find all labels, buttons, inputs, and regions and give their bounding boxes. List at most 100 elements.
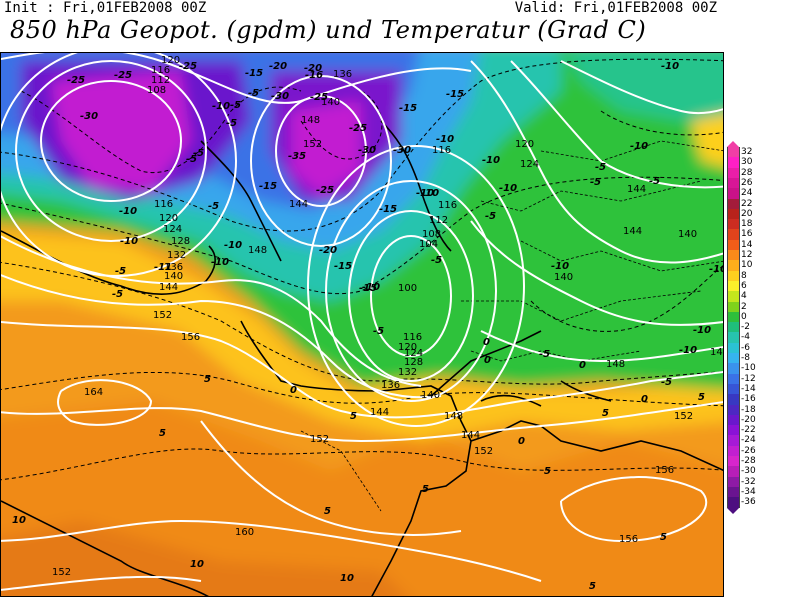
geopotential-label: 144 [370, 407, 389, 418]
temperature-label: 10 [340, 573, 354, 584]
temperature-label: -10 [212, 101, 230, 112]
temperature-label: -5 [661, 377, 672, 388]
temperature-label: 0 [483, 337, 490, 348]
geopotential-label: 152 [303, 139, 322, 150]
temperature-label: -10 [661, 61, 679, 72]
temperature-label: -25 [316, 185, 334, 196]
geopotential-label: 152 [153, 310, 172, 321]
colorbar-swatch [727, 332, 740, 344]
temperature-label: -10 [421, 188, 439, 199]
geopotential-label: 156 [655, 465, 674, 476]
temperature-label: -30 [358, 145, 376, 156]
temperature-label: -11 [154, 262, 172, 273]
colorbar-label: 0 [741, 311, 747, 322]
colorbar-swatch [727, 363, 740, 375]
geopotential-label: 132 [167, 250, 186, 261]
temperature-label: 5 [589, 581, 596, 592]
temperature-label: -10 [211, 257, 229, 268]
temperature-label: 5 [422, 484, 429, 495]
temperature-label: 5 [602, 408, 609, 419]
colorbar-label: -18 [741, 404, 756, 415]
geopotential-label: 144 [627, 184, 646, 195]
temperature-label: -5 [373, 326, 384, 337]
temperature-label: -5 [186, 154, 197, 165]
temperature-label: -15 [245, 68, 263, 79]
temperature-label: 5 [159, 428, 166, 439]
temperature-label: -5 [112, 289, 123, 300]
colorbar-label: 20 [741, 208, 753, 219]
colorbar-label: 32 [741, 147, 753, 157]
geopotential-label: 140 [421, 390, 440, 401]
temperature-label: -5 [230, 100, 241, 111]
geopotential-label: 120 [161, 55, 180, 66]
colorbar-label: 22 [741, 198, 753, 209]
colorbar-swatch [727, 270, 740, 282]
colorbar-label: -2 [741, 322, 750, 333]
geopotential-label: 136 [164, 262, 183, 273]
temperature-label: -15 [259, 181, 277, 192]
temperature-label: -25 [114, 70, 132, 81]
geopotential-label: 144 [159, 282, 178, 293]
colorbar-swatch [727, 167, 740, 179]
temperature-label: 5 [204, 374, 211, 385]
temperature-label: -10 [362, 282, 380, 293]
geopotential-label: 164 [84, 387, 103, 398]
colorbar-label: 4 [741, 291, 747, 302]
colorbar-swatch [727, 229, 740, 241]
colorbar-label: -24 [741, 435, 756, 446]
geopotential-label: 148 [248, 245, 267, 256]
temperature-label: -5 [590, 177, 601, 188]
weather-map: 120 116 112 108 136 140 148 152 144 116 … [0, 52, 724, 597]
colorbar-label: -20 [741, 414, 756, 425]
temperature-label: -20 [269, 61, 287, 72]
geopotential-label: 148 [606, 359, 625, 370]
temperature-label: -25 [349, 123, 367, 134]
geopotential-label: 116 [403, 332, 422, 343]
colorbar-label: 10 [741, 260, 753, 271]
colorbar-label: -14 [741, 383, 756, 394]
colorbar-label: 16 [741, 229, 753, 240]
temperature-label: -15 [399, 103, 417, 114]
temperature-label: -10 [436, 134, 454, 145]
temperature-label: 10 [12, 515, 26, 526]
geopotential-label: 136 [381, 380, 400, 391]
geopotential-label: 152 [52, 567, 71, 578]
temperature-field [1, 53, 723, 596]
geopotential-label: 100 [398, 283, 417, 294]
colorbar-swatch [727, 373, 740, 385]
colorbar-label: 8 [741, 270, 747, 281]
colorbar-swatch [727, 445, 740, 457]
colorbar-swatch [727, 198, 740, 210]
colorbar-label: -28 [741, 456, 756, 466]
geopotential-label: 116 [438, 200, 457, 211]
geopotential-label: 156 [619, 534, 638, 545]
colorbar-swatch [727, 425, 740, 436]
temperature-label: -5 [539, 349, 550, 360]
colorbar-label: -22 [741, 425, 756, 436]
geopotential-label: 136 [333, 69, 352, 80]
colorbar-swatch [727, 476, 740, 488]
colorbar-label: -16 [741, 394, 756, 405]
temperature-label: -10 [709, 264, 724, 275]
colorbar-swatch [727, 456, 740, 467]
temperature-label: 0 [484, 355, 491, 366]
temperature-label: -5 [649, 176, 660, 187]
colorbar-label: -6 [741, 342, 750, 353]
temperature-label: -5 [193, 148, 204, 159]
temperature-label: -10 [693, 325, 711, 336]
temperature-label: -25 [67, 75, 85, 86]
geopotential-label: 140 [164, 271, 183, 282]
colorbar-label: -36 [741, 497, 756, 508]
colorbar-swatch [727, 280, 740, 292]
geopotential-label: 148 [444, 411, 463, 422]
temperature-label: -25 [310, 92, 328, 103]
temperature-label: -30 [80, 111, 98, 122]
temperature-label: -35 [288, 151, 306, 162]
geopotential-label: 148 [301, 115, 320, 126]
temperature-label: 5 [544, 466, 551, 477]
colorbar-swatch [727, 497, 740, 508]
colorbar-swatch [727, 311, 740, 323]
valid-time-label: Valid: Fri,01FEB2008 00Z [514, 0, 717, 16]
geopotential-label: 120 [159, 213, 178, 224]
colorbar-swatch [727, 342, 740, 354]
